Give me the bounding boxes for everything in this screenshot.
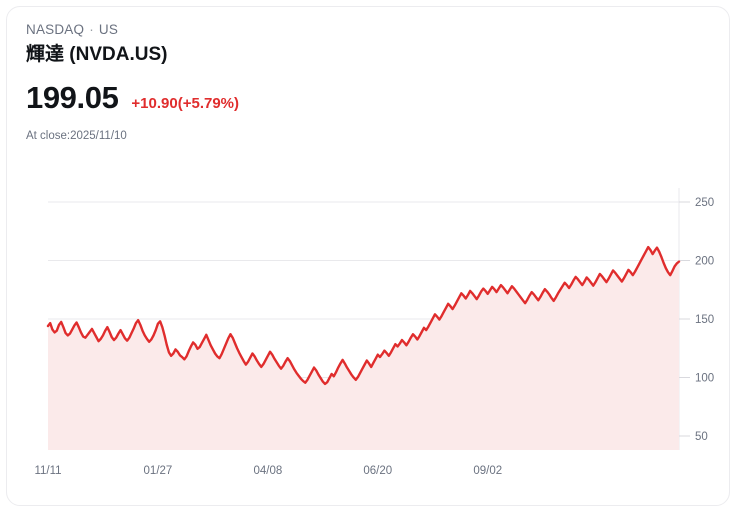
y-axis-labels: 250 200 150 100 50 [695,197,714,443]
x-axis-label: 09/02 [473,465,502,477]
price-line [46,245,681,386]
chart-ticks [679,201,690,437]
price-change: +10.90(+5.79%) [131,95,239,112]
page-title: 輝達 (NVDA.US) [26,44,168,65]
y-axis-label: 250 [695,197,714,209]
price-chart[interactable]: 250 200 150 100 50 11/11 01/27 04/08 06/20 09/02 [7,175,730,485]
y-axis-label: 50 [695,431,708,443]
y-axis-label: 100 [695,372,714,384]
quote-header: NASDAQ · US 輝達 (NVDA.US) 199.05 +10.90(+5.… [26,22,626,143]
x-axis-label: 06/20 [363,465,392,477]
last-price: 199.05 [26,80,119,115]
x-axis-labels: 11/11 01/27 04/08 06/20 09/02 [34,465,502,477]
region-label: US [98,22,119,37]
x-axis-label: 04/08 [253,465,282,477]
stock-quote-card: NASDAQ · US 輝達 (NVDA.US) 199.05 +10.90(+5.… [6,6,730,506]
x-axis-label: 01/27 [144,465,173,477]
separator-dot: · [89,22,94,37]
exchange-name: NASDAQ [26,22,85,37]
exchange-line: NASDAQ · US [26,22,626,38]
price-area-fill [48,247,679,450]
price-chart-svg[interactable]: 250 200 150 100 50 11/11 01/27 04/08 06/20 09/02 [7,175,730,485]
price-row: 199.05 +10.90(+5.79%) [26,80,626,116]
y-axis-label: 200 [695,256,714,268]
market-status: At close:2025/11/10 [26,130,127,142]
x-axis-label: 11/11 [34,465,61,477]
y-axis-label: 150 [695,314,714,326]
